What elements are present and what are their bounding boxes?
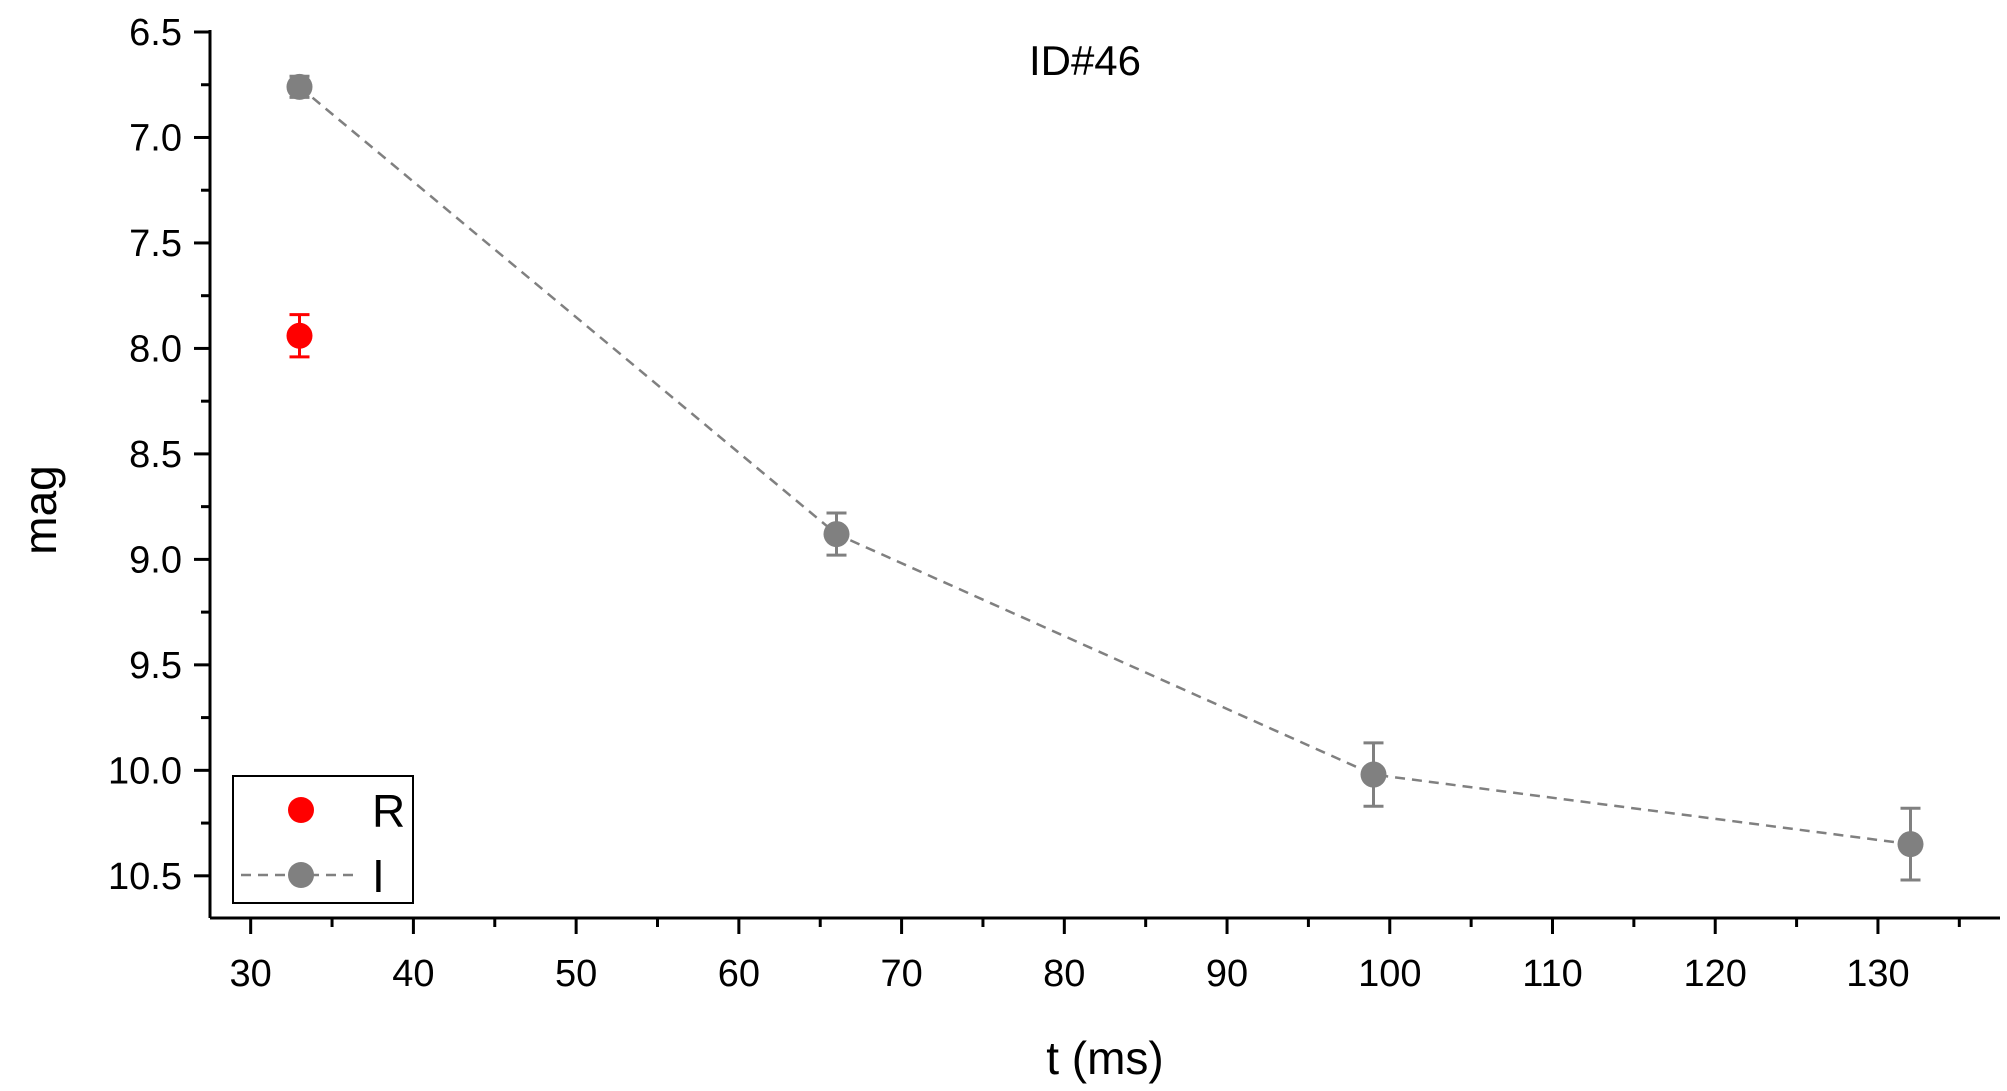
x-tick-label: 40: [392, 953, 434, 995]
x-tick-label: 30: [230, 953, 272, 995]
axes: 30 40 50 60 70 80 90 100 110 120 130 6.5 7.0 7.5 8.0 8.…: [108, 12, 2000, 995]
y-axis-title: mag: [14, 465, 66, 554]
legend-label-r: R: [372, 785, 405, 837]
y-tick-label: 7.0: [129, 117, 182, 159]
data-point-i: [1360, 761, 1387, 788]
data-point-i: [286, 73, 313, 100]
y-tick-label: 9.5: [129, 645, 182, 687]
legend-box: [232, 775, 414, 904]
legend: R I: [232, 775, 414, 904]
x-axis-title: t (ms): [1046, 1032, 1164, 1084]
y-tick-label: 10.0: [108, 750, 182, 792]
y-tick-label: 10.5: [108, 856, 182, 898]
x-tick-label: 80: [1043, 953, 1085, 995]
series-line-i: [298, 85, 1911, 846]
y-tick-label: 6.5: [129, 12, 182, 54]
data-point-i: [823, 521, 850, 548]
data-point-i: [1897, 831, 1924, 858]
x-tick-label: 120: [1684, 953, 1747, 995]
x-tick-label: 90: [1206, 953, 1248, 995]
x-tick-label: 130: [1846, 953, 1909, 995]
legend-marker-i: [288, 862, 314, 888]
y-tick-label: 8.0: [129, 328, 182, 370]
plot-area: [286, 73, 1924, 882]
legend-label-i: I: [372, 850, 385, 902]
x-tick-label: 100: [1358, 953, 1421, 995]
x-tick-label: 110: [1522, 953, 1583, 995]
x-tick-label: 70: [880, 953, 922, 995]
y-tick-label: 9.0: [129, 539, 182, 581]
data-point-r: [286, 322, 313, 349]
y-tick-label: 8.5: [129, 434, 182, 476]
x-tick-label: 50: [555, 953, 597, 995]
x-tick-label: 60: [718, 953, 760, 995]
legend-marker-r: [288, 797, 314, 823]
y-tick-label: 7.5: [129, 223, 182, 265]
chart-title: ID#46: [1029, 37, 1141, 84]
